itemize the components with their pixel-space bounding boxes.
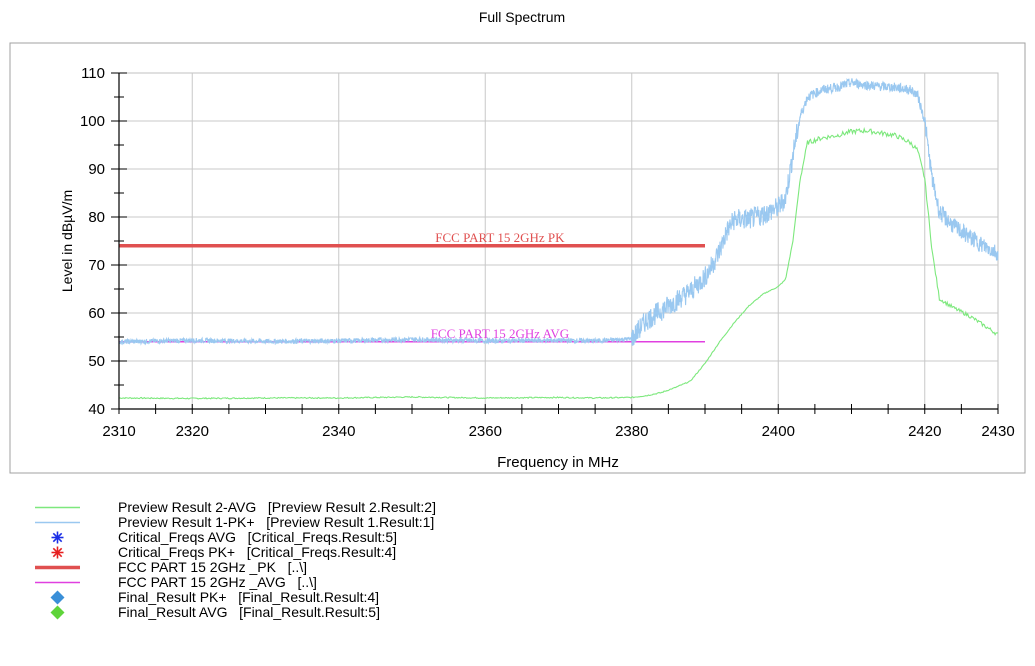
legend-item: Final_Result AVG [Final_Result.Result:5] [0, 605, 700, 620]
y-tick-label: 70 [88, 257, 105, 274]
legend-label: Final_Result AVG [Final_Result.Result:5] [118, 604, 380, 620]
legend-label: FCC PART 15 2GHz _AVG [..\] [118, 574, 317, 590]
legend-item: Final_Result PK+ [Final_Result.Result:4] [0, 590, 700, 605]
legend-label: FCC PART 15 2GHz _PK [..\] [118, 559, 308, 575]
x-tick-label: 2360 [469, 423, 502, 440]
y-tick-label: 100 [80, 113, 105, 130]
y-tick-label: 90 [88, 161, 105, 178]
data-series [118, 77, 999, 400]
y-tick-label: 40 [88, 401, 105, 418]
series-line [118, 77, 999, 346]
legend-label: Final_Result PK+ [Final_Result.Result:4] [118, 589, 380, 605]
y-axis-label: Level in dBµV/m [59, 190, 75, 292]
legend-item: Critical_Freqs PK+ [Critical_Freqs.Resul… [0, 545, 700, 560]
legend-item: Preview Result 1-PK+ [Preview Result 1.R… [0, 515, 700, 530]
legend-label: Preview Result 2-AVG [Preview Result 2.R… [118, 499, 436, 515]
star-swatch [51, 546, 64, 559]
chart-legend: Preview Result 2-AVG [Preview Result 2.R… [0, 500, 700, 620]
limit-line-label: FCC PART 15 2GHz AVG [431, 326, 569, 341]
legend-item: Preview Result 2-AVG [Preview Result 2.R… [0, 500, 700, 515]
series-line [118, 126, 999, 400]
thick-line-swatch [35, 565, 80, 570]
x-tick-label: 2320 [176, 423, 209, 440]
y-tick-label: 50 [88, 353, 105, 370]
y-tick-label: 80 [88, 209, 105, 226]
limit-line-label: FCC PART 15 2GHz PK [435, 230, 565, 245]
grid [119, 73, 998, 409]
legend-item: FCC PART 15 2GHz _AVG [..\] [0, 575, 700, 590]
legend-item: Critical_Freqs AVG [Critical_Freqs.Resul… [0, 530, 700, 545]
x-tick-label: 2430 [981, 423, 1014, 440]
diamond-swatch [50, 590, 65, 605]
y-tick-label: 110 [81, 65, 105, 82]
plot-area [118, 72, 999, 410]
x-tick-label: 2310 [102, 423, 135, 440]
x-tick-label: 2340 [322, 423, 355, 440]
legend-label: Critical_Freqs PK+ [Critical_Freqs.Resul… [118, 544, 397, 560]
star-swatch [51, 531, 64, 544]
x-tick-label: 2380 [615, 423, 648, 440]
x-axis-label: Frequency in MHz [497, 454, 619, 471]
legend-label: Preview Result 1-PK+ [Preview Result 1.R… [118, 514, 435, 530]
line-swatch [35, 581, 80, 584]
x-tick-label: 2400 [762, 423, 795, 440]
spectrum-chart: Full Spectrum FCC PART 15 2GHz PK FCC PAR… [9, 9, 1026, 474]
chart-title: Full Spectrum [479, 9, 565, 25]
legend-item: FCC PART 15 2GHz _PK [..\] [0, 560, 700, 575]
diamond-swatch [50, 605, 65, 620]
legend-label: Critical_Freqs AVG [Critical_Freqs.Resul… [118, 529, 398, 545]
line-swatch [35, 521, 80, 524]
y-tick-label: 60 [88, 305, 105, 322]
line-swatch [35, 506, 80, 509]
axes: 2310 2320 2340 2360 2380 2400 2420 2430 40 50 60 70… [80, 65, 1015, 440]
x-tick-label: 2420 [908, 423, 941, 440]
